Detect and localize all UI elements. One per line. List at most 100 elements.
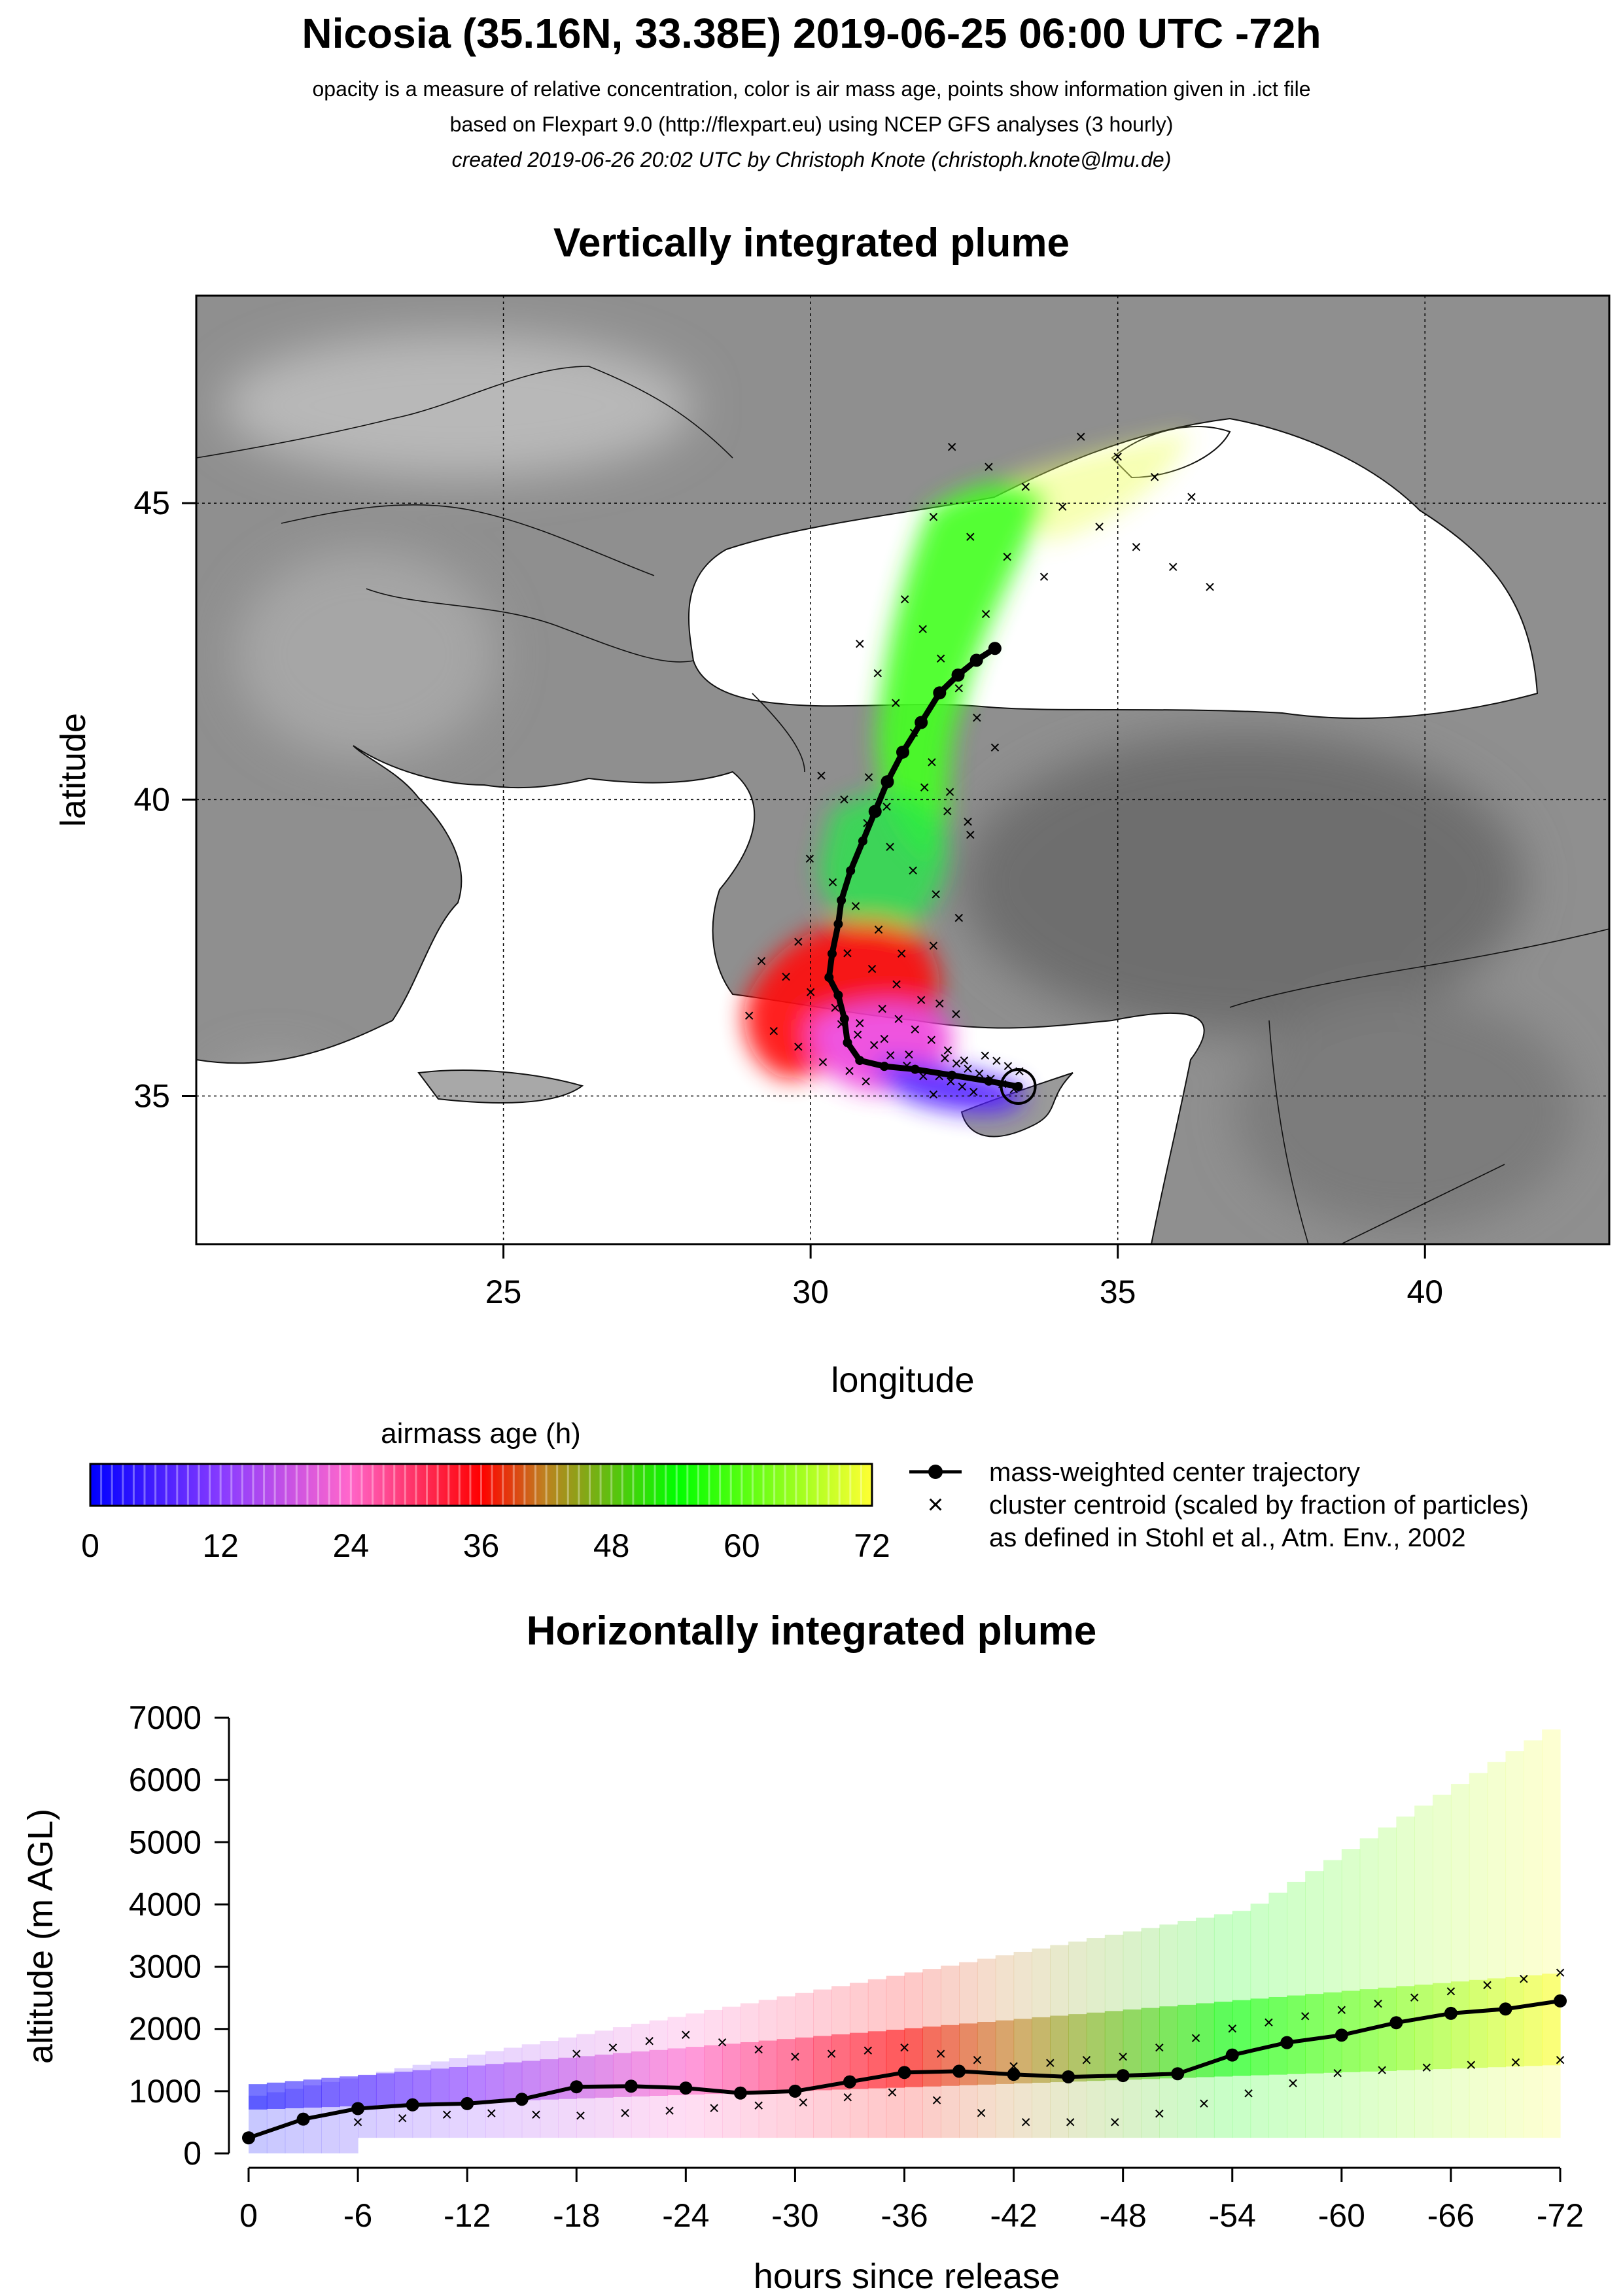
map-cluster-marker: ×: [1131, 536, 1142, 557]
altitude-y-tick-label: 2000: [129, 2011, 201, 2047]
map-cluster-marker: ×: [877, 998, 888, 1018]
map-cluster-marker: ×: [919, 777, 930, 797]
altitude-y-tick-label: 4000: [129, 1886, 201, 1922]
figure-title: Nicosia (35.16N, 33.38E) 2019-06-25 06:0…: [302, 10, 1321, 57]
altitude-cluster-marker: ×: [1263, 2012, 1274, 2032]
map-cluster-marker: ×: [1057, 496, 1068, 517]
altitude-x-axis-label: hours since release: [754, 2257, 1060, 2296]
map-trajectory-point: [910, 1064, 920, 1074]
altitude-x-tick-label: -54: [1209, 2197, 1256, 2234]
colorbar-tick-label: 0: [81, 1527, 99, 1564]
map-cluster-marker: ×: [991, 1051, 1002, 1071]
map-cluster-marker: ×: [1021, 477, 1031, 497]
plume-column-core: [1524, 1975, 1543, 2066]
altitude-trajectory-point: [1444, 2006, 1457, 2020]
map-cluster-marker: ×: [928, 1084, 939, 1104]
map-x-tick-label: 40: [1406, 1274, 1443, 1310]
legend-area: airmass age (h) 0 12 24 36 48 60 72 mass-weigh…: [81, 1418, 1529, 1564]
plume-column-core: [1250, 1998, 1270, 2076]
map-cluster-marker: ×: [971, 708, 982, 728]
map-cluster-marker: ×: [899, 589, 910, 609]
plume-column-core: [1505, 1977, 1524, 2067]
altitude-trajectory-point: [1062, 2070, 1075, 2083]
altitude-cluster-marker: ×: [1045, 2053, 1055, 2073]
map-trajectory-point: [969, 653, 983, 667]
map-cluster-marker: ×: [1039, 566, 1049, 587]
plume-column-core: [813, 2036, 832, 2091]
plume-column-outer: [1378, 1827, 1397, 2138]
altitude-cluster-marker: ×: [1372, 1994, 1383, 2014]
altitude-cluster-marker: ×: [1518, 1969, 1529, 1989]
altitude-cluster-marker: ×: [1422, 2057, 1432, 2078]
map-cluster-marker: ×: [983, 457, 994, 477]
altitude-cluster-marker: ×: [442, 2104, 452, 2125]
altitude-cluster-marker: ×: [531, 2104, 541, 2125]
map-cluster-marker: ×: [891, 974, 901, 994]
altitude-cluster-markers: × × × × × × × × × × × × × × × × × × × × × × × × × × × × × × × × × × × × × × × ×…: [353, 1962, 1565, 2132]
plume-band: [818, 793, 947, 933]
altitude-y-tick-label: 3000: [129, 1949, 201, 1985]
altitude-cluster-marker: ×: [1510, 2052, 1521, 2072]
altitude-cluster-marker: ×: [1336, 2000, 1347, 2020]
altitude-cluster-marker: ×: [575, 2106, 585, 2126]
plume-column-core: [375, 2073, 395, 2106]
map-cluster-marker: ×: [756, 951, 767, 971]
altitude-cluster-marker: ×: [717, 2032, 727, 2052]
plume-column-core: [485, 2064, 504, 2102]
altitude-trajectory-point: [351, 2102, 365, 2115]
map-cluster-marker: ×: [910, 1019, 920, 1039]
plume-column-core: [321, 2078, 340, 2108]
altitude-x-tick-label: -18: [553, 2197, 600, 2234]
colorbar-tick-label: 48: [593, 1527, 630, 1564]
center-trajectory: [824, 642, 1037, 1105]
map-cluster-marker: ×: [884, 837, 895, 857]
plume-column-core: [740, 2042, 759, 2093]
altitude-cluster-marker: ×: [1555, 1962, 1565, 1983]
map-cluster-marker: ×: [852, 1024, 863, 1045]
plume-column-core: [1159, 2006, 1178, 2079]
map-cluster-marker: ×: [818, 1052, 828, 1072]
map-trajectory-point: [933, 686, 947, 700]
altitude-cluster-marker: ×: [899, 2037, 909, 2057]
plume-column-core: [1068, 2014, 1087, 2082]
altitude-trajectory-point: [733, 2086, 747, 2100]
plume-column-core: [1469, 1979, 1488, 2068]
plume-column-core: [922, 2026, 941, 2087]
altitude-cluster-marker: ×: [1332, 2063, 1342, 2083]
map-cluster-marker: ×: [842, 943, 852, 964]
map-trajectory-point: [984, 1076, 994, 1086]
altitude-cluster-marker: ×: [1555, 2049, 1565, 2070]
map-trajectory-point: [951, 669, 965, 682]
altitude-cluster-marker: ×: [754, 2095, 764, 2115]
altitude-trajectory-point: [1554, 1994, 1567, 2008]
altitude-trajectory-point: [624, 2079, 638, 2093]
map-cluster-marker: ×: [879, 1028, 890, 1049]
plume-band: [1007, 432, 1191, 543]
altitude-trajectory-point: [1116, 2069, 1130, 2083]
altitude-x-tick-label: -60: [1318, 2197, 1365, 2234]
altitude-cluster-marker: ×: [1154, 2037, 1164, 2057]
altitude-cluster-marker: ×: [826, 2044, 837, 2064]
plume-column-core: [1178, 2004, 1196, 2078]
plume-column-core: [1268, 1996, 1287, 2075]
map-cluster-marker: ×: [1075, 426, 1086, 447]
altitude-cluster-marker: ×: [1198, 2093, 1209, 2113]
map-trajectory-point: [839, 1014, 849, 1024]
plume-map-chart: × × ×× ××× × ×× ×× ×× ×× ×× × ×× ×× ×× ×× × ×× ×× ×× ×× ×× × ×…: [54, 294, 1611, 1400]
altitude-cluster-marker: ×: [1446, 1981, 1456, 2002]
map-cluster-marker: ×: [1186, 487, 1196, 507]
altitude-x-tick-label: -42: [990, 2197, 1037, 2234]
altitude-cluster-marker: ×: [754, 2039, 764, 2059]
altitude-cluster-marker: ×: [1466, 2055, 1476, 2075]
map-cluster-marker: ×: [1149, 466, 1160, 487]
map-cluster-marker: ×: [939, 1048, 950, 1068]
map-cluster-marker: ×: [805, 982, 816, 1002]
map-y-tick-label: 35: [133, 1077, 170, 1114]
colorbar-tick-label: 60: [724, 1527, 760, 1564]
map-cluster-marker: ×: [1113, 447, 1123, 467]
map-cluster-marker: ×: [854, 1013, 865, 1034]
altitude-cluster-marker: ×: [1300, 2006, 1310, 2026]
altitude-cluster-marker: ×: [571, 2044, 582, 2064]
plume-column-core: [1032, 2017, 1051, 2083]
map-trajectory-point: [879, 1062, 889, 1071]
